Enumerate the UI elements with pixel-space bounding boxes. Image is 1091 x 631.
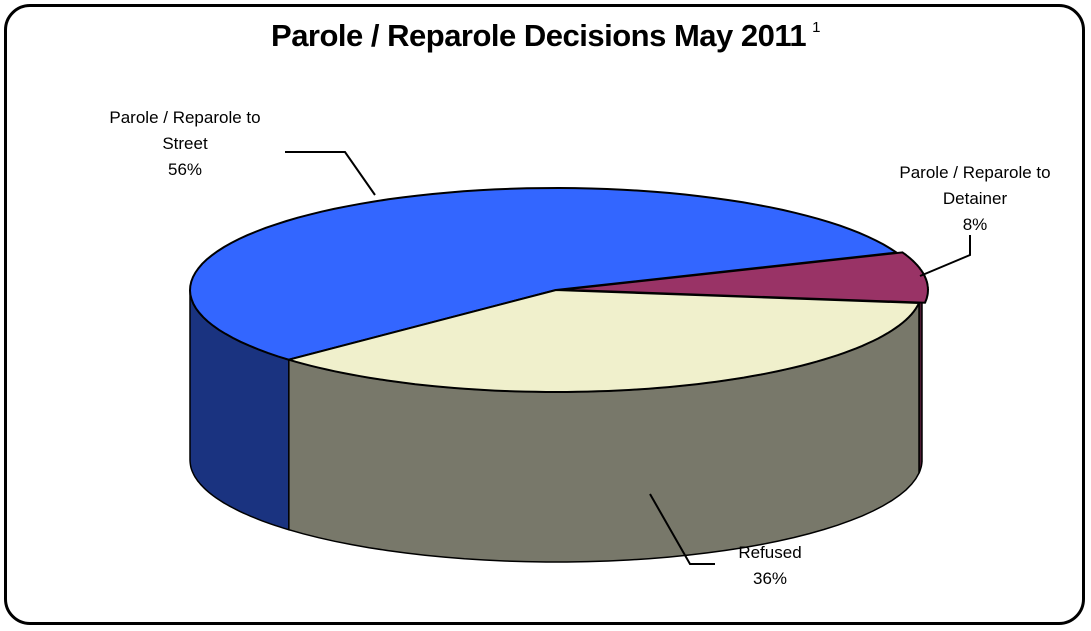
leader-street [285, 151, 376, 196]
label-detainer-value: 8% [962, 215, 988, 234]
label-street-line1: Parole / Reparole to [109, 108, 261, 127]
slice-street-top [188, 186, 900, 361]
title-footnote: 1 [812, 19, 820, 36]
label-refused-value: 36% [752, 569, 788, 588]
label-street-value: 56% [167, 160, 203, 179]
label-detainer-line1: Parole / Reparole to [899, 163, 1051, 182]
label-detainer: Parole / Reparole to Detainer 8% [860, 160, 1090, 238]
label-refused-line1: Refused [738, 543, 802, 562]
label-detainer-line2: Detainer [942, 189, 1008, 208]
slice-detainer-top [561, 251, 929, 304]
label-street-line2: Street [162, 134, 208, 153]
label-street: Parole / Reparole to Street 56% [70, 105, 300, 183]
slice-refused-top [285, 288, 921, 393]
chart-title-text: Parole / Reparole Decisions May 2011 [271, 18, 807, 53]
chart-title: Parole / Reparole Decisions May 2011 1 [0, 18, 1091, 54]
label-refused: Refused 36% [715, 540, 825, 592]
leader-detainer [919, 235, 971, 277]
leader-refused [649, 493, 715, 565]
